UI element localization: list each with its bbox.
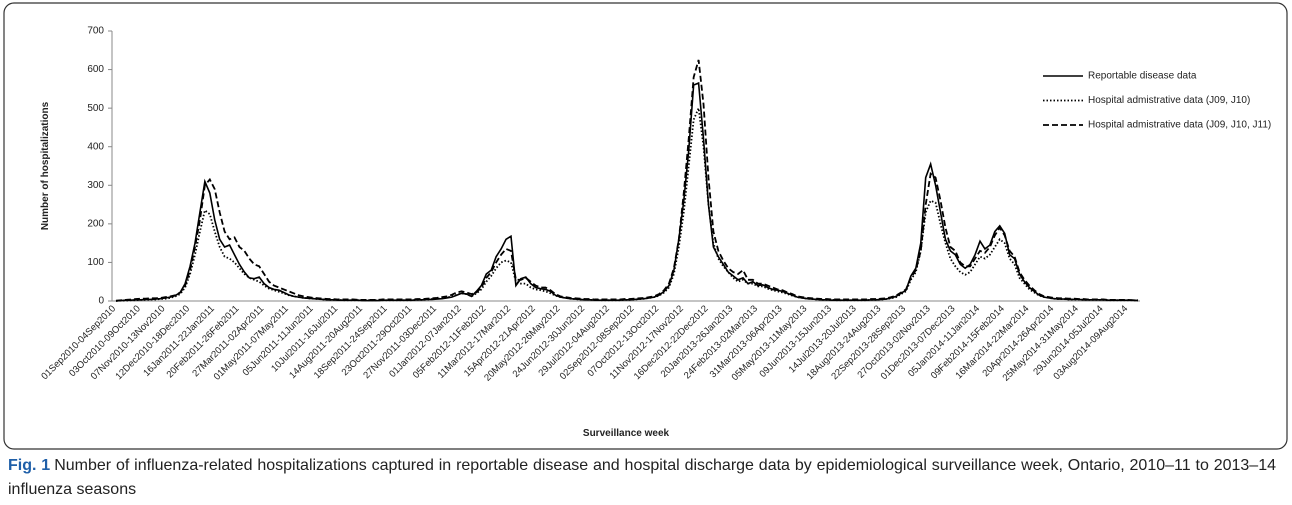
y-tick-label: 300 (87, 180, 104, 191)
legend-label: Hospital admistrative data (J09, J10, J1… (1088, 120, 1271, 131)
y-axis-title: Number of hospitalizations (40, 101, 51, 230)
series-line (115, 59, 1138, 302)
x-axis-title: Surveillance week (583, 428, 670, 439)
y-tick-label: 100 (87, 257, 104, 268)
series-line (115, 81, 1139, 302)
series-line (115, 104, 1139, 302)
y-tick-label: 200 (87, 218, 104, 229)
legend-label: Hospital admistrative data (J09, J10) (1088, 95, 1250, 106)
y-tick-label: 400 (87, 141, 104, 152)
chart: Number of hospitalizations Surveillance … (3, 2, 1288, 450)
caption-text: Number of influenza-related hospitalizat… (8, 457, 1277, 498)
legend-label: Reportable disease data (1088, 71, 1197, 82)
y-tick-label: 500 (87, 103, 104, 114)
y-tick-label: 0 (98, 296, 104, 307)
caption-label: Fig. 1 (8, 457, 51, 474)
frame (3, 2, 1288, 450)
y-tick-label: 700 (87, 26, 104, 37)
y-tick-label: 600 (87, 64, 104, 75)
caption: Fig. 1 Number of influenza-related hospit… (8, 454, 1276, 502)
